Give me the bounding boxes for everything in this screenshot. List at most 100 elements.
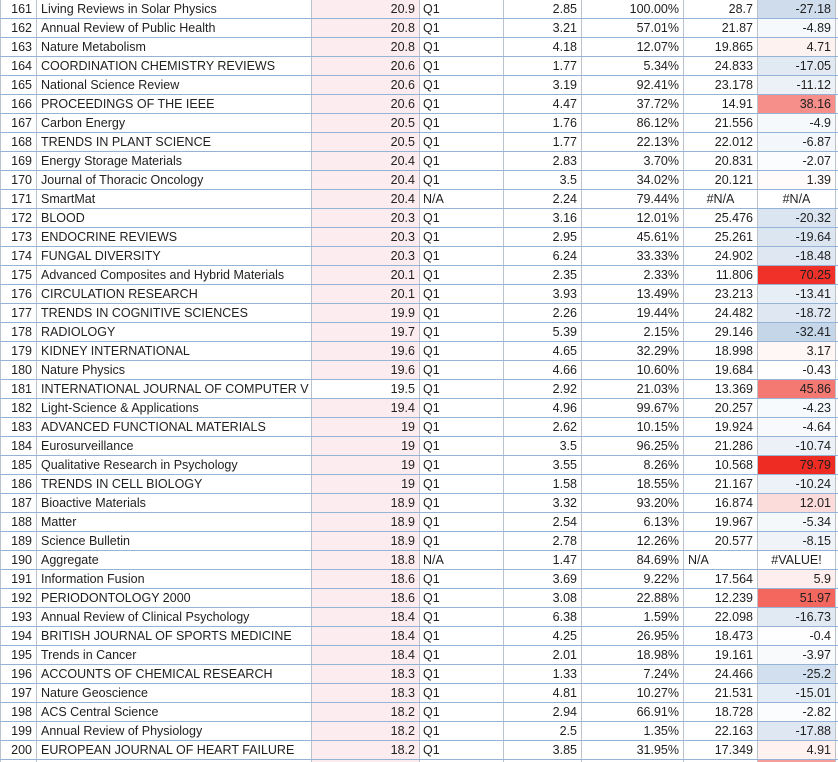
- journal-name-cell[interactable]: Aggregate: [37, 551, 312, 569]
- journal-name-cell[interactable]: Annual Review of Clinical Psychology: [37, 608, 312, 626]
- row-number-cell[interactable]: 169: [0, 152, 37, 170]
- metric2-cell[interactable]: 22.012: [684, 133, 758, 151]
- row-number-cell[interactable]: 200: [0, 741, 37, 759]
- impact-factor-cell[interactable]: 20.5: [312, 114, 420, 132]
- row-number-cell[interactable]: 185: [0, 456, 37, 474]
- journal-name-cell[interactable]: Qualitative Research in Psychology: [37, 456, 312, 474]
- metric2-cell[interactable]: 19.161: [684, 646, 758, 664]
- percent-cell[interactable]: 10.27%: [582, 684, 684, 702]
- change-cell[interactable]: -16.73: [758, 608, 836, 626]
- quartile-cell[interactable]: Q1: [420, 342, 504, 360]
- percent-cell[interactable]: 32.29%: [582, 342, 684, 360]
- metric2-cell[interactable]: 12.239: [684, 589, 758, 607]
- row-number-cell[interactable]: 175: [0, 266, 37, 284]
- journal-name-cell[interactable]: Advanced Composites and Hybrid Materials: [37, 266, 312, 284]
- impact-factor-cell[interactable]: 18.6: [312, 589, 420, 607]
- percent-cell[interactable]: 8.26%: [582, 456, 684, 474]
- metric1-cell[interactable]: 2.24: [504, 190, 582, 208]
- metric1-cell[interactable]: 4.66: [504, 361, 582, 379]
- change-cell[interactable]: -6.87: [758, 133, 836, 151]
- metric2-cell[interactable]: 24.482: [684, 304, 758, 322]
- metric1-cell[interactable]: 1.77: [504, 57, 582, 75]
- change-cell[interactable]: 4.71: [758, 38, 836, 56]
- metric1-cell[interactable]: 1.76: [504, 114, 582, 132]
- quartile-cell[interactable]: Q1: [420, 323, 504, 341]
- journal-name-cell[interactable]: ENDOCRINE REVIEWS: [37, 228, 312, 246]
- journal-name-cell[interactable]: Trends in Cancer: [37, 646, 312, 664]
- impact-factor-cell[interactable]: 20.3: [312, 228, 420, 246]
- metric1-cell[interactable]: 2.83: [504, 152, 582, 170]
- quartile-cell[interactable]: Q1: [420, 228, 504, 246]
- quartile-cell[interactable]: Q1: [420, 437, 504, 455]
- metric1-cell[interactable]: 3.69: [504, 570, 582, 588]
- row-number-cell[interactable]: 187: [0, 494, 37, 512]
- impact-factor-cell[interactable]: 18.9: [312, 513, 420, 531]
- quartile-cell[interactable]: Q1: [420, 266, 504, 284]
- change-cell[interactable]: -25.2: [758, 665, 836, 683]
- journal-name-cell[interactable]: FUNGAL DIVERSITY: [37, 247, 312, 265]
- metric2-cell[interactable]: 18.998: [684, 342, 758, 360]
- quartile-cell[interactable]: Q1: [420, 361, 504, 379]
- change-cell[interactable]: -4.23: [758, 399, 836, 417]
- row-number-cell[interactable]: 189: [0, 532, 37, 550]
- metric1-cell[interactable]: 4.18: [504, 38, 582, 56]
- change-cell[interactable]: -5.34: [758, 513, 836, 531]
- metric2-cell[interactable]: 21.167: [684, 475, 758, 493]
- journal-name-cell[interactable]: Matter: [37, 513, 312, 531]
- metric2-cell[interactable]: 24.833: [684, 57, 758, 75]
- quartile-cell[interactable]: Q1: [420, 19, 504, 37]
- impact-factor-cell[interactable]: 20.4: [312, 190, 420, 208]
- percent-cell[interactable]: 7.24%: [582, 665, 684, 683]
- metric2-cell[interactable]: #N/A: [684, 190, 758, 208]
- change-cell[interactable]: 45.86: [758, 380, 836, 398]
- percent-cell[interactable]: 1.59%: [582, 608, 684, 626]
- percent-cell[interactable]: 18.55%: [582, 475, 684, 493]
- percent-cell[interactable]: 66.91%: [582, 703, 684, 721]
- metric2-cell[interactable]: 19.865: [684, 38, 758, 56]
- quartile-cell[interactable]: Q1: [420, 513, 504, 531]
- change-cell[interactable]: 4.91: [758, 741, 836, 759]
- metric1-cell[interactable]: 3.5: [504, 171, 582, 189]
- percent-cell[interactable]: 22.88%: [582, 589, 684, 607]
- quartile-cell[interactable]: Q1: [420, 570, 504, 588]
- row-number-cell[interactable]: 184: [0, 437, 37, 455]
- row-number-cell[interactable]: 178: [0, 323, 37, 341]
- row-number-cell[interactable]: 164: [0, 57, 37, 75]
- impact-factor-cell[interactable]: 18.4: [312, 627, 420, 645]
- change-cell[interactable]: 38.16: [758, 95, 836, 113]
- change-cell[interactable]: -20.32: [758, 209, 836, 227]
- row-number-cell[interactable]: 162: [0, 19, 37, 37]
- percent-cell[interactable]: 84.69%: [582, 551, 684, 569]
- quartile-cell[interactable]: Q1: [420, 133, 504, 151]
- metric1-cell[interactable]: 3.93: [504, 285, 582, 303]
- quartile-cell[interactable]: Q1: [420, 95, 504, 113]
- change-cell[interactable]: #N/A: [758, 190, 836, 208]
- row-number-cell[interactable]: 171: [0, 190, 37, 208]
- percent-cell[interactable]: 57.01%: [582, 19, 684, 37]
- row-number-cell[interactable]: 167: [0, 114, 37, 132]
- percent-cell[interactable]: 9.22%: [582, 570, 684, 588]
- metric2-cell[interactable]: 22.098: [684, 608, 758, 626]
- change-cell[interactable]: -32.41: [758, 323, 836, 341]
- percent-cell[interactable]: 31.95%: [582, 741, 684, 759]
- journal-name-cell[interactable]: Annual Review of Physiology: [37, 722, 312, 740]
- journal-name-cell[interactable]: Energy Storage Materials: [37, 152, 312, 170]
- change-cell[interactable]: -18.72: [758, 304, 836, 322]
- percent-cell[interactable]: [582, 760, 684, 762]
- journal-name-cell[interactable]: TRENDS IN COGNITIVE SCIENCES: [37, 304, 312, 322]
- quartile-cell[interactable]: Q1: [420, 38, 504, 56]
- journal-name-cell[interactable]: Annual Review of Public Health: [37, 19, 312, 37]
- impact-factor-cell[interactable]: 19.9: [312, 304, 420, 322]
- quartile-cell[interactable]: Q1: [420, 418, 504, 436]
- change-cell[interactable]: -8.15: [758, 532, 836, 550]
- row-number-cell[interactable]: 198: [0, 703, 37, 721]
- journal-name-cell[interactable]: Journal of Thoracic Oncology: [37, 171, 312, 189]
- journal-name-cell[interactable]: National Science Review: [37, 76, 312, 94]
- percent-cell[interactable]: 21.03%: [582, 380, 684, 398]
- journal-name-cell[interactable]: ADVANCED FUNCTIONAL MATERIALS: [37, 418, 312, 436]
- metric2-cell[interactable]: 10.568: [684, 456, 758, 474]
- metric2-cell[interactable]: N/A: [684, 551, 758, 569]
- row-number-cell[interactable]: 161: [0, 0, 37, 18]
- metric1-cell[interactable]: 4.65: [504, 342, 582, 360]
- journal-name-cell[interactable]: Living Reviews in Solar Physics: [37, 0, 312, 18]
